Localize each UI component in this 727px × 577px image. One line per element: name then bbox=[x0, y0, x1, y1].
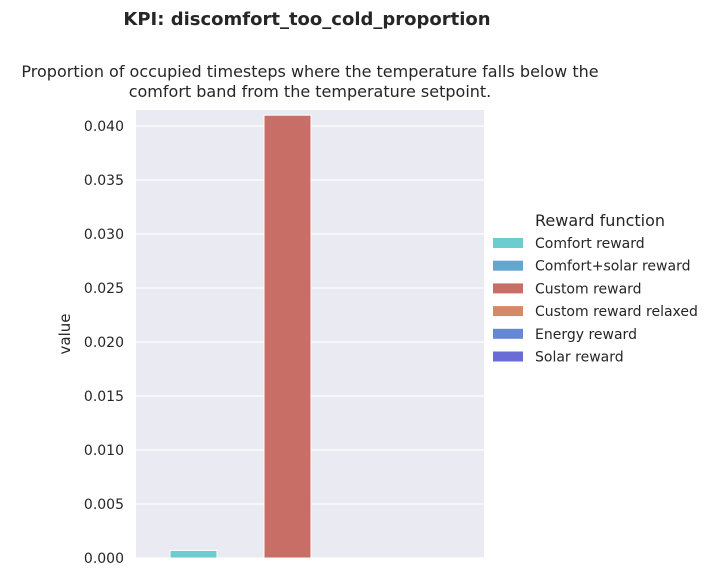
legend-title: Reward function bbox=[535, 211, 665, 230]
y-tick-label: 0.035 bbox=[84, 173, 124, 189]
y-tick-label: 0.025 bbox=[84, 281, 124, 297]
chart-subtitle-line-1: Proportion of occupied timesteps where t… bbox=[21, 62, 598, 81]
y-tick-label: 0.000 bbox=[84, 551, 124, 567]
legend-swatch bbox=[493, 238, 523, 248]
legend-label: Solar reward bbox=[535, 350, 624, 366]
chart-suptitle: KPI: discomfort_too_cold_proportion bbox=[123, 9, 490, 30]
legend: Comfort reward Comfort+solar reward Custom… bbox=[493, 236, 698, 366]
legend-swatch bbox=[493, 260, 523, 271]
y-tick-label: 0.005 bbox=[84, 497, 124, 513]
legend-label: Energy reward bbox=[535, 327, 637, 343]
y-tick-label: 0.030 bbox=[84, 227, 124, 243]
legend-swatch bbox=[493, 328, 523, 339]
bar-custom-reward bbox=[263, 114, 312, 559]
legend-label: Comfort+solar reward bbox=[535, 259, 690, 275]
y-tick-label: 0.020 bbox=[84, 335, 124, 351]
y-axis-label: value bbox=[56, 314, 74, 355]
legend-swatch bbox=[493, 351, 523, 362]
y-tick-labels: 0.000 0.005 0.010 0.015 0.020 0.025 0.030 0.035… bbox=[84, 119, 124, 567]
chart-subtitle-line-2: comfort band from the temperature setpoi… bbox=[129, 82, 492, 101]
legend-swatch bbox=[493, 306, 523, 317]
y-tick-label: 0.040 bbox=[84, 119, 124, 135]
y-tick-label: 0.015 bbox=[84, 389, 124, 405]
bar-comfort-reward bbox=[169, 549, 218, 559]
legend-label: Comfort reward bbox=[535, 236, 645, 252]
y-tick-label: 0.010 bbox=[84, 443, 124, 459]
legend-label: Custom reward bbox=[535, 281, 642, 297]
legend-swatch bbox=[493, 283, 523, 294]
legend-label: Custom reward relaxed bbox=[535, 304, 698, 320]
bars bbox=[169, 114, 312, 559]
